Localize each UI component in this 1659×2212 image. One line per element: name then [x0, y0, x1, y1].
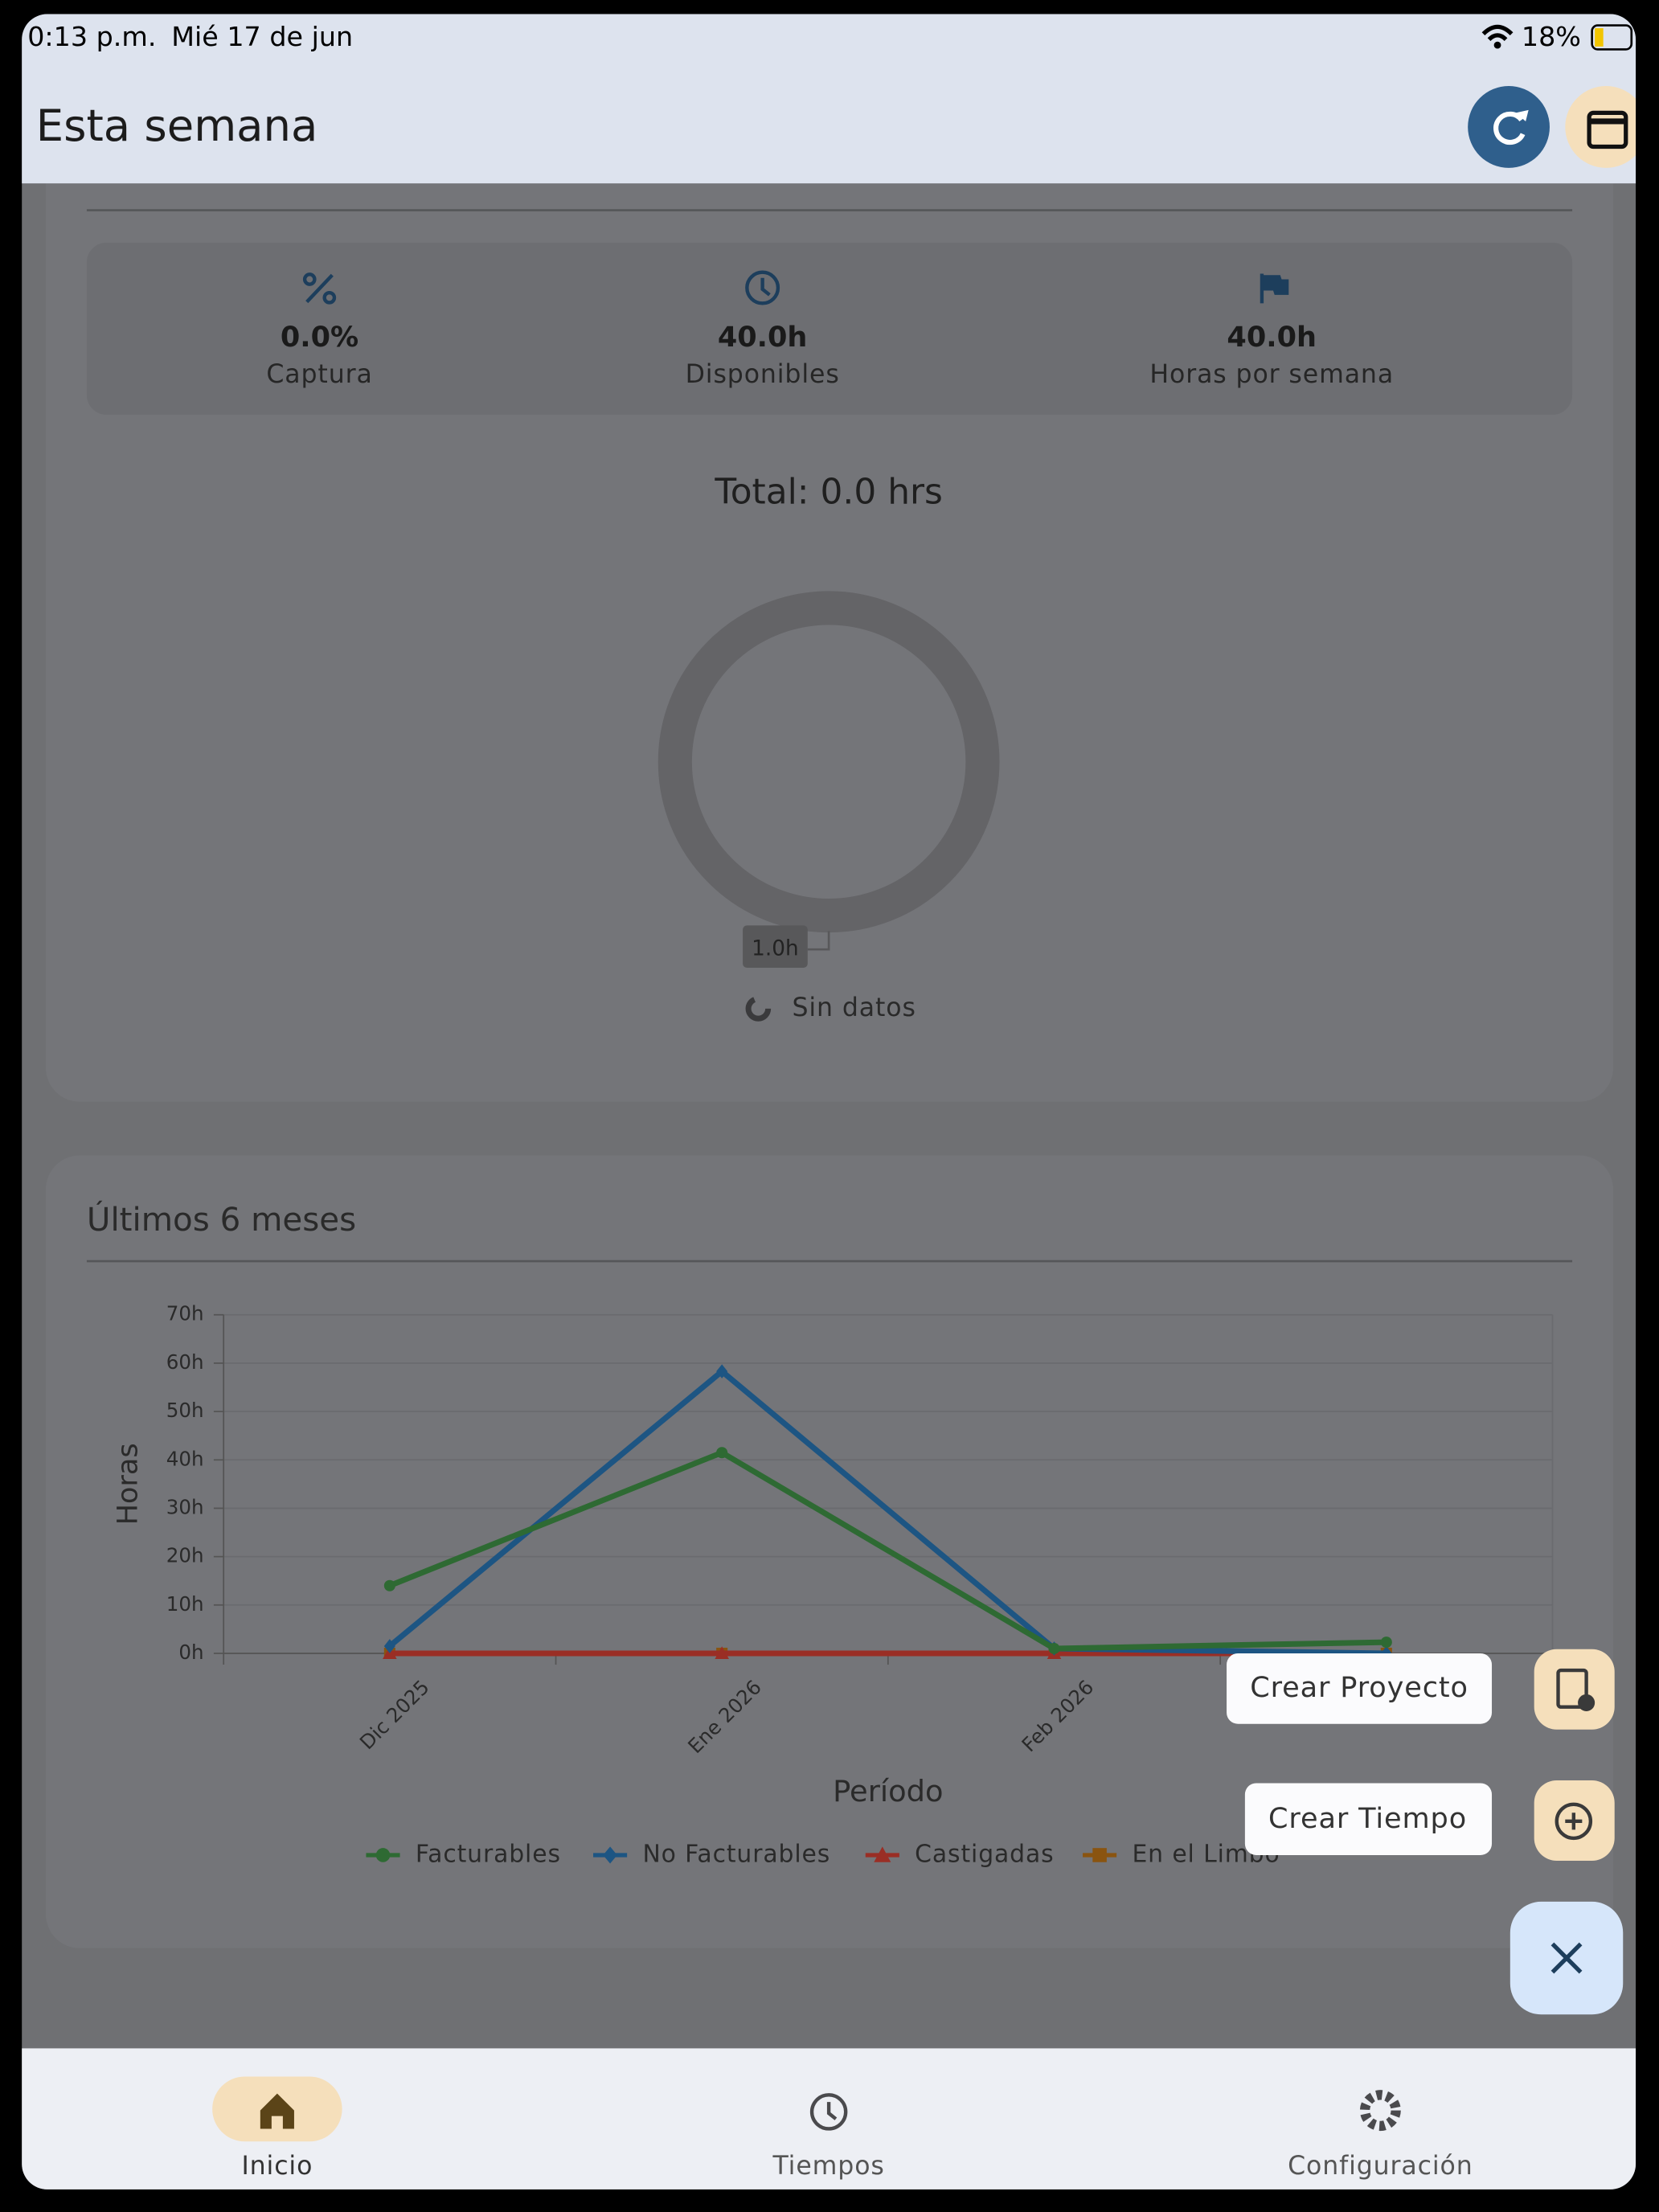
tooltip-text: 1.0h [752, 937, 799, 961]
stat-label: Disponibles [686, 360, 840, 389]
point [375, 1848, 391, 1862]
stats-box [86, 242, 1573, 415]
refresh-icon [1493, 111, 1526, 145]
y-tick-label: 60h [166, 1350, 204, 1374]
stat-label: Horas por semana [1149, 360, 1394, 389]
y-tick-label: 30h [166, 1495, 204, 1518]
fab-label: Crear Tiempo [1268, 1802, 1467, 1835]
stat-value: 40.0h [1227, 321, 1317, 354]
page-title: Esta semana [36, 100, 318, 151]
home-icon [260, 2093, 294, 2129]
y-tick-label: 50h [166, 1399, 204, 1422]
wifi-icon [1481, 24, 1514, 42]
calendar-button[interactable] [1565, 86, 1647, 168]
legend-label: Facturables [416, 1840, 561, 1868]
point [715, 1646, 729, 1659]
stat-label: Captura [266, 360, 372, 389]
clock-icon [809, 2093, 848, 2131]
empty-label: Sin datos [792, 993, 916, 1022]
fab-label-box[interactable] [1244, 1783, 1493, 1855]
y-tick-label: 10h [166, 1592, 204, 1616]
point [1048, 1642, 1060, 1654]
battery-icon [1591, 24, 1633, 51]
x-axis-title: Período [833, 1774, 943, 1809]
point [383, 1579, 395, 1591]
nav-label: Configuración [1288, 2152, 1473, 2181]
clipboard-icon [1556, 1668, 1588, 1709]
point [874, 1846, 891, 1862]
tooltip [743, 925, 808, 968]
y-tick-label: 20h [166, 1544, 204, 1567]
card [46, 1155, 1613, 1948]
plus-badge [1578, 1694, 1596, 1711]
legend-label: Castigadas [915, 1840, 1054, 1868]
empty-icon [745, 996, 772, 1022]
chart-title: Últimos 6 meses [87, 1200, 356, 1239]
total-label: Total: 0.0 hrs [714, 471, 943, 512]
stat-value: 0.0% [281, 321, 358, 354]
legend-label: No Facturables [642, 1840, 830, 1868]
nav-label: Inicio [241, 2152, 313, 2181]
point [1380, 1636, 1392, 1649]
clock-hands [826, 2102, 838, 2120]
point [603, 1846, 617, 1864]
fab-label-box[interactable] [1227, 1653, 1493, 1724]
wifi-dot [1493, 41, 1501, 49]
y-tick-label: 0h [178, 1641, 203, 1664]
alarm-icon [1555, 1802, 1593, 1841]
y-tick-label: 70h [166, 1302, 204, 1325]
stat-icons [302, 270, 1264, 305]
point [716, 1447, 728, 1459]
point [1092, 1848, 1107, 1862]
stat-value: 40.0h [718, 321, 808, 354]
status-time: 0:13 p.m. [27, 21, 156, 52]
series-line [388, 1449, 1387, 1652]
battery-level [1595, 28, 1604, 47]
flag-icon [1263, 275, 1289, 295]
y-axis-title: Horas [112, 1443, 145, 1525]
y-tick-label: 40h [166, 1447, 204, 1470]
series-line [387, 1367, 1387, 1657]
status-date: Mié 17 de jun [171, 21, 353, 52]
app-bar [22, 14, 1636, 184]
calendar-icon [1587, 110, 1628, 150]
create-project-button[interactable] [1534, 1649, 1615, 1730]
nav-label: Tiempos [772, 2152, 884, 2181]
refresh-button[interactable] [1468, 86, 1550, 168]
tooltip-pointer [807, 931, 830, 951]
alarm-plus [1565, 1813, 1583, 1830]
gear-icon [1359, 2090, 1401, 2132]
status-battery: 18% [1522, 21, 1581, 52]
point [716, 1364, 728, 1378]
fab-label: Crear Proyecto [1250, 1671, 1469, 1704]
donut-ring [657, 591, 1000, 933]
close-icon [1550, 1942, 1583, 1974]
refresh-arrow [1515, 109, 1529, 121]
